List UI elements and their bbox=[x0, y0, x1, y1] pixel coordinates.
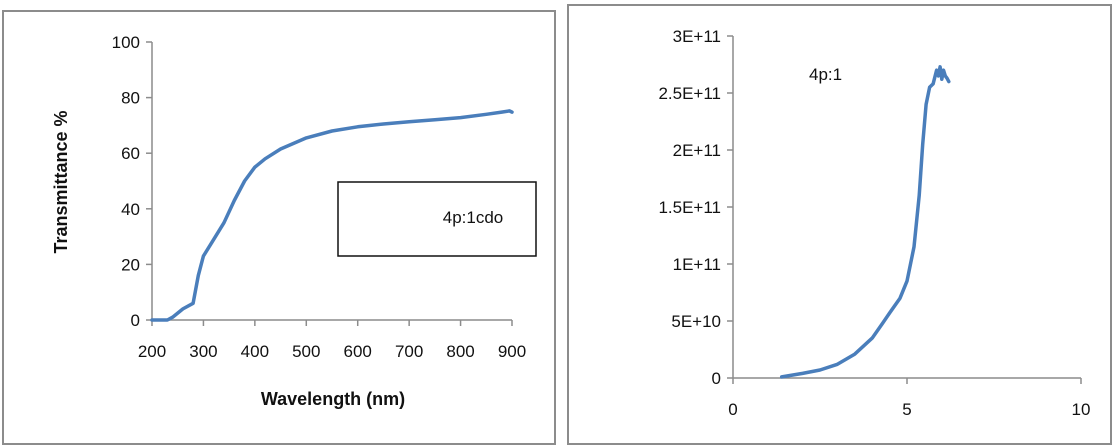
x-tick-label: 900 bbox=[498, 342, 526, 361]
left-y-ticks: 0 20 40 60 80 100 bbox=[112, 33, 152, 330]
series-annotation: 4p:1 bbox=[809, 65, 842, 84]
x-tick-label: 500 bbox=[292, 342, 320, 361]
y-tick-label: 40 bbox=[121, 200, 140, 219]
second-chart: 0 5E+10 1E+11 1.5E+11 2E+11 2.5E+11 3E+11 0 5 10… bbox=[658, 27, 1090, 419]
x-tick-label: 400 bbox=[241, 342, 269, 361]
y-tick-label: 80 bbox=[121, 89, 140, 108]
right-x-ticks: 0 5 10 bbox=[728, 378, 1090, 419]
right-y-ticks: 0 5E+10 1E+11 1.5E+11 2E+11 2.5E+11 3E+11 bbox=[658, 27, 733, 388]
y-tick-label: 100 bbox=[112, 33, 140, 52]
y-tick-label: 20 bbox=[121, 255, 140, 274]
y-tick-label: 60 bbox=[121, 144, 140, 163]
y-tick-label: 0 bbox=[712, 369, 721, 388]
y-tick-label: 2.5E+11 bbox=[658, 84, 721, 103]
x-axis-title: Wavelength (nm) bbox=[261, 389, 405, 409]
x-tick-label: 700 bbox=[395, 342, 423, 361]
transmittance-chart: 0 20 40 60 80 100 200 300 400 500 600 700 800 900 4p… bbox=[51, 33, 537, 409]
x-tick-label: 800 bbox=[446, 342, 474, 361]
x-tick-label: 5 bbox=[902, 400, 911, 419]
transmittance-series-line bbox=[150, 109, 514, 322]
legend-box bbox=[337, 181, 537, 257]
y-tick-label: 2E+11 bbox=[673, 141, 721, 160]
x-tick-label: 10 bbox=[1072, 400, 1091, 419]
y-tick-label: 1.5E+11 bbox=[658, 198, 721, 217]
x-tick-label: 300 bbox=[189, 342, 217, 361]
legend-label: 4p:1cdo bbox=[443, 208, 504, 227]
x-tick-label: 600 bbox=[344, 342, 372, 361]
left-x-ticks: 200 300 400 500 600 700 800 900 bbox=[138, 320, 526, 361]
y-tick-label: 5E+10 bbox=[671, 312, 721, 331]
x-tick-label: 200 bbox=[138, 342, 166, 361]
second-series-line bbox=[779, 65, 951, 379]
y-axis-title: Transmittance % bbox=[51, 110, 71, 253]
y-tick-label: 0 bbox=[131, 311, 140, 330]
y-tick-label: 1E+11 bbox=[673, 255, 721, 274]
second-chart-panel bbox=[567, 4, 1112, 445]
x-tick-label: 0 bbox=[728, 400, 737, 419]
y-tick-label: 3E+11 bbox=[673, 27, 721, 46]
